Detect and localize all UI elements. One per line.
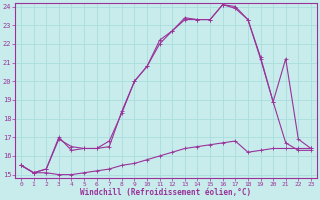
X-axis label: Windchill (Refroidissement éolien,°C): Windchill (Refroidissement éolien,°C) [80,188,252,197]
